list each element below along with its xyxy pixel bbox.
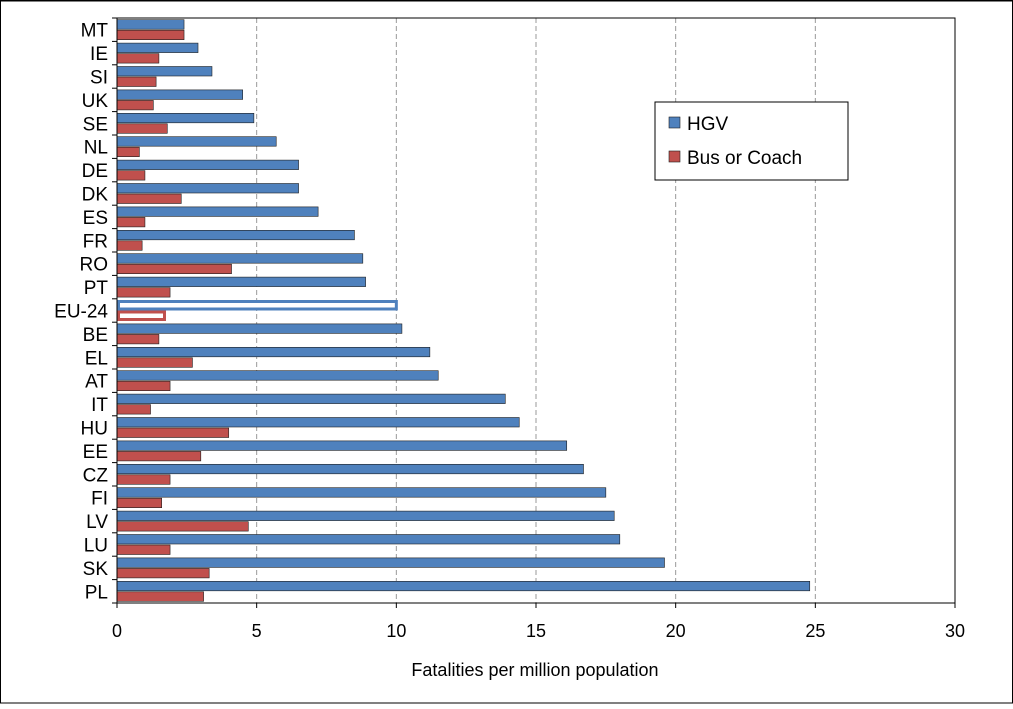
x-tick-label: 10 <box>386 621 406 641</box>
legend-label-hgv: HGV <box>687 114 729 135</box>
bar-cz-bus-or-coach <box>116 474 171 485</box>
legend-swatch-hgv <box>668 116 681 129</box>
bar-hu-bus-or-coach <box>116 427 230 438</box>
bar-sk-bus-or-coach <box>116 568 210 579</box>
bar-ee-hgv <box>116 440 568 451</box>
category-label: IE <box>90 44 108 65</box>
bar-fi-hgv <box>116 487 607 498</box>
category-label: FI <box>91 489 108 510</box>
category-label: AT <box>85 372 108 393</box>
bar-si-hgv <box>116 66 213 77</box>
bar-lu-bus-or-coach <box>116 544 171 555</box>
bar-dk-bus-or-coach <box>116 193 182 204</box>
bar-lv-hgv <box>116 510 615 521</box>
x-tick-label: 20 <box>666 621 686 641</box>
bar-el-bus-or-coach <box>116 357 193 368</box>
category-label: FR <box>83 231 108 252</box>
bar-mt-bus-or-coach <box>116 29 185 41</box>
category-label: EE <box>83 442 108 463</box>
bar-eu-24-bus-or-coach <box>117 310 166 321</box>
bar-el-hgv <box>116 346 431 358</box>
category-label: HU <box>81 419 108 440</box>
bar-it-bus-or-coach <box>116 404 151 415</box>
category-label: SI <box>90 68 108 89</box>
bar-ro-bus-or-coach <box>116 263 232 275</box>
bar-be-bus-or-coach <box>116 334 160 345</box>
category-label: EL <box>85 348 108 369</box>
category-label: NL <box>84 138 108 159</box>
bar-se-hgv <box>116 113 255 124</box>
bar-lv-bus-or-coach <box>116 521 249 532</box>
bar-mt-hgv <box>116 19 185 30</box>
bar-pl-bus-or-coach <box>116 591 204 602</box>
x-tick-label: 25 <box>805 621 825 641</box>
category-label: SK <box>83 559 109 580</box>
x-tick-label: 0 <box>112 621 122 641</box>
category-label: ES <box>83 208 108 229</box>
legend-swatch-bus-or-coach <box>668 150 681 163</box>
category-label: BE <box>83 325 108 346</box>
bar-uk-hgv <box>116 89 243 100</box>
legend: HGV Bus or Coach <box>654 101 849 181</box>
bar-nl-bus-or-coach <box>116 146 140 157</box>
category-label: CZ <box>83 465 109 486</box>
category-label: MT <box>81 21 109 42</box>
category-label: DK <box>82 185 109 206</box>
x-tick-label: 30 <box>945 621 965 641</box>
bar-de-hgv <box>116 159 299 170</box>
bar-sk-hgv <box>116 557 665 568</box>
legend-box <box>654 101 849 181</box>
bar-be-hgv <box>116 323 403 334</box>
category-label: IT <box>91 395 108 416</box>
bar-pt-hgv <box>116 276 366 287</box>
bar-at-hgv <box>116 370 439 381</box>
bar-lu-hgv <box>116 534 621 545</box>
bar-hu-hgv <box>116 417 520 428</box>
category-label: LV <box>86 512 108 533</box>
bar-uk-bus-or-coach <box>116 100 154 111</box>
category-label: EU-24 <box>54 302 108 323</box>
bar-se-bus-or-coach <box>116 123 168 134</box>
category-label: SE <box>83 114 108 135</box>
bar-dk-hgv <box>116 183 299 194</box>
x-tick-label: 5 <box>252 621 262 641</box>
legend-label-bus-or-coach: Bus or Coach <box>687 148 802 169</box>
bar-es-hgv <box>116 206 319 217</box>
bar-at-bus-or-coach <box>116 380 171 392</box>
category-label: DE <box>82 161 108 182</box>
bar-nl-hgv <box>116 136 277 147</box>
category-label: PL <box>85 582 108 603</box>
category-label: UK <box>82 91 109 112</box>
bar-ie-hgv <box>116 42 199 53</box>
bar-de-bus-or-coach <box>116 170 146 181</box>
bar-fr-hgv <box>116 230 355 241</box>
bar-ee-bus-or-coach <box>116 451 202 462</box>
bar-es-bus-or-coach <box>116 217 146 228</box>
bar-fi-bus-or-coach <box>116 497 162 509</box>
bar-pt-bus-or-coach <box>116 287 171 298</box>
bar-eu-24-hgv <box>117 300 398 311</box>
bar-fr-bus-or-coach <box>116 240 143 251</box>
category-label: RO <box>80 255 109 276</box>
bar-ro-hgv <box>116 253 364 264</box>
x-tick-label: 15 <box>526 621 546 641</box>
x-axis-title: Fatalities per million population <box>411 660 658 680</box>
category-label: LU <box>84 536 108 557</box>
bar-cz-hgv <box>116 463 584 475</box>
plot-area-border <box>116 17 956 604</box>
bar-si-bus-or-coach <box>116 76 157 87</box>
bar-pl-hgv <box>116 580 811 592</box>
bar-ie-bus-or-coach <box>116 53 160 64</box>
category-label: PT <box>84 278 109 299</box>
bar-it-hgv <box>116 393 506 404</box>
